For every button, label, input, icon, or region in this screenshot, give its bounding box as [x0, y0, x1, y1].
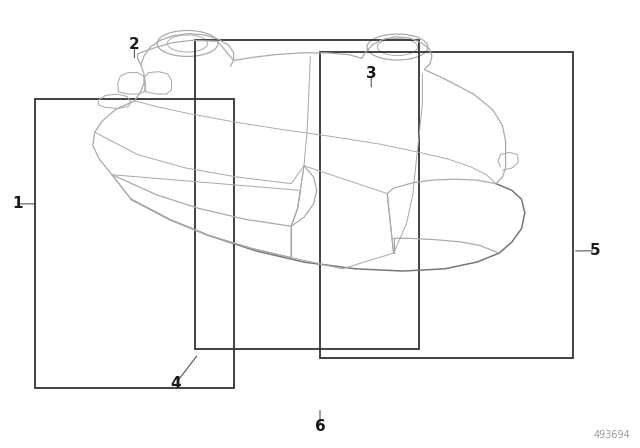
Text: 1: 1 — [13, 196, 23, 211]
Text: 493694: 493694 — [594, 430, 630, 440]
Bar — [320, 52, 573, 358]
Text: 3: 3 — [366, 66, 376, 82]
Text: 6: 6 — [315, 419, 325, 434]
Text: 5: 5 — [590, 243, 600, 258]
Bar — [35, 99, 234, 388]
Text: 4: 4 — [171, 375, 181, 391]
Text: 2: 2 — [129, 37, 140, 52]
Bar — [195, 40, 419, 349]
